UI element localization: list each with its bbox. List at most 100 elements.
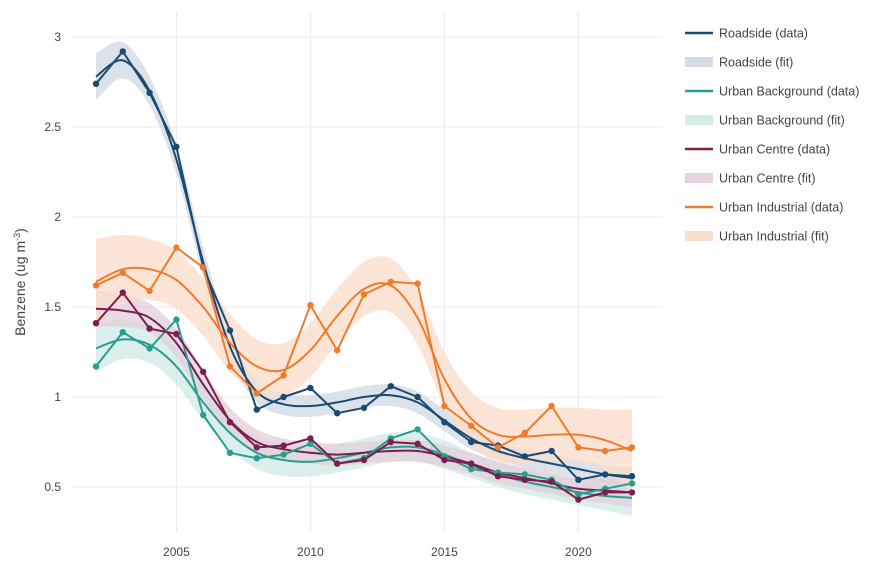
legend-label-urban-centre-data[interactable]: Urban Centre (data) <box>719 143 830 157</box>
roadside-fit-line <box>95 59 633 479</box>
urban-centre-data-point[interactable] <box>200 368 207 375</box>
urban-background-data-point[interactable] <box>253 455 260 462</box>
roadside-data-point[interactable] <box>468 438 475 446</box>
urban-centre-data-point[interactable] <box>441 456 448 464</box>
urban-centre-data-point[interactable] <box>494 473 502 480</box>
y-tick-label: 2 <box>54 210 61 224</box>
urban-centre-data-point[interactable] <box>628 489 636 496</box>
legend-label-urban-industrial-data[interactable]: Urban Industrial (data) <box>719 201 843 215</box>
urban-background-data-point[interactable] <box>628 480 636 487</box>
urban-centre-data-point[interactable] <box>92 320 100 327</box>
urban-background-data-point[interactable] <box>92 363 100 370</box>
legend-band-urban-centre-fit[interactable] <box>685 173 713 183</box>
urban-industrial-data-point[interactable] <box>334 347 341 354</box>
legend-label-urban-industrial-fit[interactable]: Urban Industrial (fit) <box>719 230 829 244</box>
urban-industrial-data-point[interactable] <box>414 280 421 287</box>
urban-centre-data-point[interactable] <box>307 435 314 442</box>
urban-centre-data-point[interactable] <box>146 325 153 332</box>
roadside-data-point[interactable] <box>119 48 127 55</box>
legend-label-urban-background-data[interactable]: Urban Background (data) <box>719 85 859 99</box>
urban-background-data-point[interactable] <box>307 440 314 447</box>
urban-industrial-data-point[interactable] <box>628 444 636 451</box>
y-tick-label: 0.5 <box>44 480 61 494</box>
legend-label-roadside-data[interactable]: Roadside (data) <box>719 27 808 41</box>
roadside-data-point[interactable] <box>548 447 555 455</box>
roadside-data-point[interactable] <box>602 471 609 478</box>
urban-industrial-data-point[interactable] <box>280 372 287 379</box>
roadside-data-point[interactable] <box>414 393 421 401</box>
urban-industrial-data-point[interactable] <box>441 402 448 410</box>
urban-centre-data-point[interactable] <box>548 478 555 485</box>
roadside-data-point[interactable] <box>575 476 582 483</box>
roadside-data-point[interactable] <box>334 410 341 417</box>
urban-background-data-point[interactable] <box>173 316 180 323</box>
roadside-data-point[interactable] <box>146 89 153 97</box>
urban-background-data-point[interactable] <box>468 465 475 473</box>
urban-centre-data-point[interactable] <box>173 330 180 338</box>
roadside-data-point[interactable] <box>441 419 448 426</box>
urban-centre-data-point[interactable] <box>280 442 287 449</box>
urban-background-data-point[interactable] <box>146 345 153 352</box>
urban-background-data-point[interactable] <box>414 426 421 433</box>
urban-background-data-point[interactable] <box>280 451 287 458</box>
legend-band-roadside-fit[interactable] <box>685 57 713 67</box>
urban-centre-data-point[interactable] <box>253 444 260 451</box>
legend[interactable]: Roadside (data) Roadside (fit) Urban Backg… <box>685 27 859 244</box>
urban-background-data-point[interactable] <box>200 411 207 419</box>
roadside-data-point[interactable] <box>173 143 180 150</box>
urban-industrial-data-point[interactable] <box>521 429 528 437</box>
urban-centre-data-point[interactable] <box>387 438 394 446</box>
urban-industrial-data-point[interactable] <box>119 269 127 276</box>
x-tick-label: 2015 <box>431 545 458 559</box>
urban-background-data-point[interactable] <box>119 329 127 336</box>
legend-band-urban-industrial-fit[interactable] <box>685 231 713 241</box>
urban-industrial-data-point[interactable] <box>307 302 314 309</box>
urban-industrial-data-point[interactable] <box>92 282 100 289</box>
roadside-data-point[interactable] <box>521 453 528 460</box>
legend-band-urban-background-fit[interactable] <box>685 115 713 125</box>
legend-label-roadside-fit[interactable]: Roadside (fit) <box>719 56 793 70</box>
urban-industrial-data-point[interactable] <box>253 390 260 397</box>
urban-industrial-data-point[interactable] <box>602 447 609 455</box>
roadside-data-point[interactable] <box>92 80 100 88</box>
urban-centre-data-point[interactable] <box>334 460 341 467</box>
urban-industrial-data-point[interactable] <box>360 291 368 298</box>
y-tick-label: 1 <box>54 390 61 404</box>
urban-industrial-data-point[interactable] <box>468 422 475 429</box>
y-axis-title: Benzene (ug m-3) <box>12 228 28 336</box>
roadside-data-point[interactable] <box>307 384 314 392</box>
legend-label-urban-background-fit[interactable]: Urban Background (fit) <box>719 114 845 128</box>
x-tick-label: 2005 <box>163 545 190 559</box>
urban-centre-data-point[interactable] <box>414 440 421 447</box>
urban-industrial-data-point[interactable] <box>494 444 502 451</box>
urban-industrial-data-point[interactable] <box>548 402 555 410</box>
roadside-data-point[interactable] <box>628 473 636 480</box>
roadside-data-point[interactable] <box>360 404 368 411</box>
x-tick-label: 2010 <box>297 545 324 559</box>
urban-centre-data-point[interactable] <box>468 460 475 467</box>
urban-background-data-point[interactable] <box>521 471 528 478</box>
urban-centre-data-point[interactable] <box>575 496 582 503</box>
urban-centre-data-point[interactable] <box>521 476 528 483</box>
urban-industrial-data-point[interactable] <box>387 278 394 285</box>
urban-centre-data-point[interactable] <box>360 456 368 464</box>
urban-centre-data-point[interactable] <box>226 419 234 426</box>
urban-industrial-fit-band <box>96 235 632 493</box>
urban-background-data-point[interactable] <box>226 449 234 456</box>
roadside-data-point[interactable] <box>280 393 287 401</box>
urban-centre-data-point[interactable] <box>602 489 609 496</box>
urban-industrial-data-point[interactable] <box>173 244 180 251</box>
axes: 0.5 1 1.5 2 2.5 3 2005 2010 2015 2020 <box>44 30 592 559</box>
roadside-data-point[interactable] <box>253 406 260 413</box>
roadside-data-point[interactable] <box>226 327 234 334</box>
urban-industrial-data-point[interactable] <box>146 287 153 294</box>
legend-label-urban-centre-fit[interactable]: Urban Centre (fit) <box>719 172 816 186</box>
urban-industrial-data-point[interactable] <box>226 363 234 370</box>
urban-background-data-point[interactable] <box>575 491 582 498</box>
urban-centre-fit-band <box>96 290 632 507</box>
urban-industrial-data-point[interactable] <box>200 264 207 271</box>
urban-industrial-data-point[interactable] <box>575 444 582 451</box>
roadside-data-point[interactable] <box>387 383 394 390</box>
urban-centre-data-point[interactable] <box>119 289 127 296</box>
